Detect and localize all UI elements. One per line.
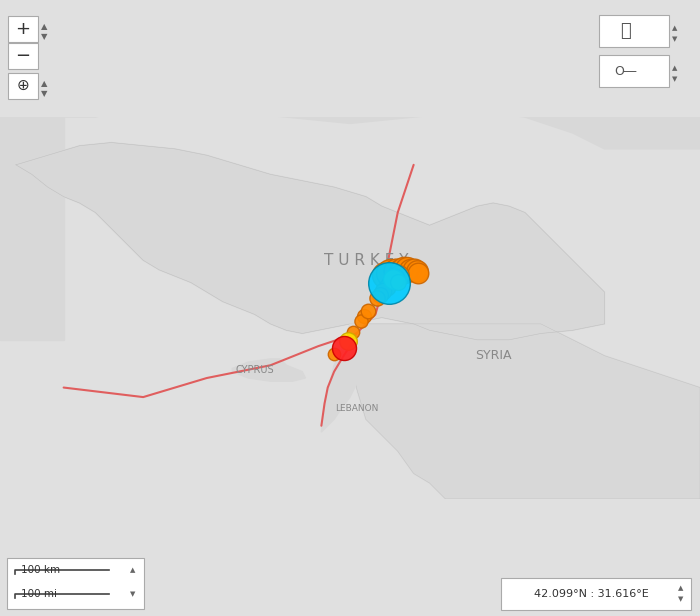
Point — [413, 268, 424, 278]
Text: ▼: ▼ — [130, 591, 136, 597]
Point — [393, 270, 405, 280]
Text: 100 km: 100 km — [21, 565, 60, 575]
Point — [387, 275, 398, 285]
Text: ▲: ▲ — [41, 79, 48, 87]
Polygon shape — [0, 85, 64, 340]
Text: ▼: ▼ — [678, 596, 683, 602]
Text: 42.099°N : 31.616°E: 42.099°N : 31.616°E — [534, 589, 649, 599]
Point — [402, 264, 413, 274]
Text: −: − — [15, 47, 31, 65]
Point — [343, 336, 354, 346]
Point — [384, 268, 395, 278]
Point — [358, 311, 370, 321]
Point — [328, 349, 339, 359]
Point — [392, 277, 403, 287]
Text: ▲: ▲ — [130, 567, 136, 573]
Text: ▼: ▼ — [672, 36, 678, 42]
Point — [338, 343, 349, 353]
Point — [395, 265, 407, 275]
Point — [384, 278, 395, 288]
Point — [381, 282, 392, 292]
Point — [379, 270, 391, 280]
Text: ▼: ▼ — [672, 76, 678, 83]
Text: ▲: ▲ — [672, 25, 678, 31]
Text: ▲: ▲ — [678, 585, 683, 591]
Polygon shape — [232, 359, 305, 381]
Point — [356, 316, 367, 326]
Text: ▼: ▼ — [41, 33, 48, 41]
Text: T U R K E Y: T U R K E Y — [323, 253, 408, 268]
Point — [372, 294, 383, 304]
Text: O―: O― — [614, 65, 636, 78]
Text: ▲: ▲ — [41, 22, 48, 31]
Point — [362, 306, 373, 316]
Text: LEBANΟN: LEBANΟN — [335, 403, 378, 413]
Point — [408, 265, 419, 275]
Polygon shape — [0, 85, 700, 149]
Text: ⊕: ⊕ — [17, 78, 29, 93]
Text: ▼: ▼ — [41, 89, 48, 98]
Point — [348, 327, 359, 337]
Text: CYPRUS: CYPRUS — [235, 365, 274, 375]
Point — [374, 290, 386, 300]
Polygon shape — [350, 324, 700, 499]
Text: +: + — [15, 20, 31, 38]
Point — [405, 265, 416, 275]
Polygon shape — [321, 324, 356, 432]
Point — [378, 286, 389, 296]
Text: ⧉: ⧉ — [620, 22, 631, 40]
Point — [391, 267, 402, 277]
Text: SYRIA: SYRIA — [475, 349, 512, 362]
Polygon shape — [16, 142, 605, 340]
Text: ▲: ▲ — [672, 65, 678, 71]
Text: 100 mi: 100 mi — [21, 589, 57, 599]
Point — [398, 265, 409, 275]
Point — [411, 267, 422, 277]
Point — [389, 273, 400, 283]
Point — [386, 276, 397, 286]
